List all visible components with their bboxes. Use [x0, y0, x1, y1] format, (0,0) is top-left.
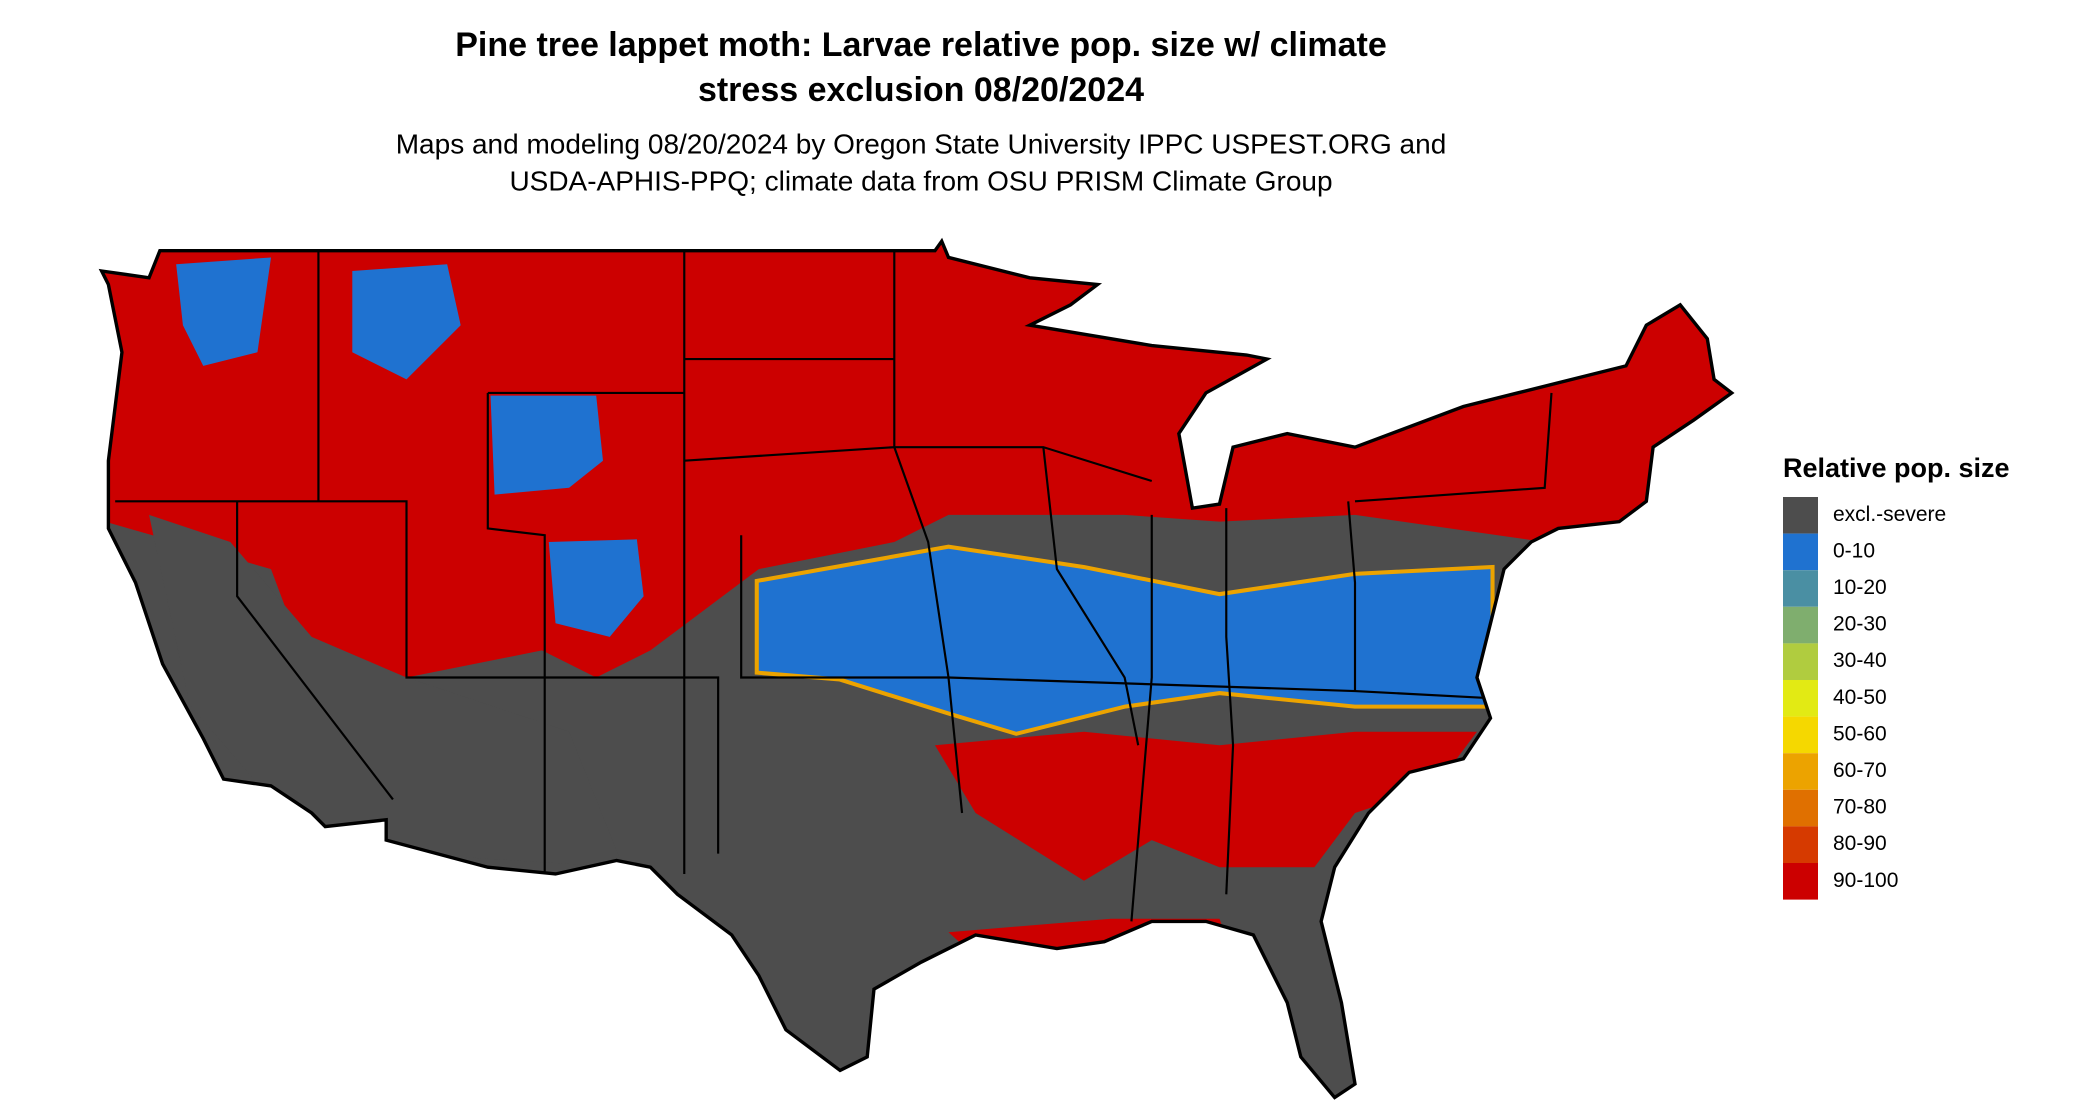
legend-title: Relative pop. size: [1783, 453, 2010, 483]
legend-label: 40-50: [1833, 686, 1887, 709]
title-line: Pine tree lappet moth: Larvae relative p…: [455, 26, 1387, 64]
legend-label: 20-30: [1833, 613, 1887, 636]
legend-label: 70-80: [1833, 796, 1887, 819]
legend-swatch: [1783, 533, 1818, 571]
legend-label: 90-100: [1833, 869, 1898, 892]
region: [758, 548, 1491, 732]
legend-swatch: [1783, 753, 1818, 790]
map: [99, 239, 1734, 1100]
region: [149, 514, 624, 868]
region: [548, 539, 644, 637]
legend-swatch: [1783, 497, 1818, 534]
legend-label: 10-20: [1833, 576, 1887, 599]
legend-swatch: [1783, 680, 1818, 717]
legend-swatch: [1783, 606, 1818, 644]
legend-swatch: [1783, 789, 1818, 827]
title-line: stress exclusion 08/20/2024: [698, 71, 1144, 109]
subtitle-line: Maps and modeling 08/20/2024 by Oregon S…: [396, 128, 1447, 159]
region: [490, 395, 603, 495]
legend: excl.-severe 0-10 10-20 20-30 30-40 40-50 50-6…: [1783, 497, 1946, 900]
legend-label: 0-10: [1833, 539, 1875, 562]
legend-swatch: [1783, 826, 1818, 863]
legend-label: 50-60: [1833, 722, 1887, 745]
legend-label: 80-90: [1833, 832, 1887, 855]
legend-swatch: [1783, 863, 1818, 900]
region: [934, 731, 1477, 881]
legend-label: excl.-severe: [1833, 503, 1946, 526]
legend-label: 60-70: [1833, 759, 1887, 782]
region: [176, 257, 271, 366]
legend-swatch: [1783, 570, 1818, 607]
legend-swatch: [1783, 716, 1818, 754]
state-borders: [115, 250, 1553, 922]
legend-swatch: [1783, 643, 1818, 680]
subtitle-line: USDA-APHIS-PPQ; climate data from OSU PR…: [509, 165, 1332, 196]
region: [352, 264, 461, 380]
legend-label: 30-40: [1833, 649, 1887, 672]
